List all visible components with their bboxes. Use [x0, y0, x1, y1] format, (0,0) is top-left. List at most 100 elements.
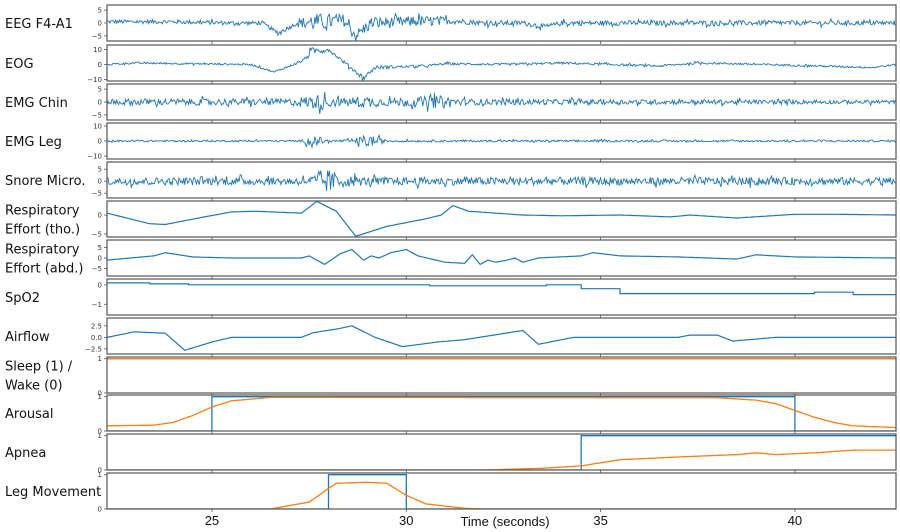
y-tick-label: 0	[98, 20, 102, 28]
x-tick-label: 40	[788, 513, 802, 528]
y-tick-label: 0	[98, 255, 102, 263]
panel-label: Arousal	[5, 407, 54, 422]
panel-frame	[106, 4, 897, 42]
panel-label-line: Wake (0)	[5, 379, 63, 394]
panel-label-line: Sleep (1) /	[5, 360, 73, 375]
panel-emg-leg: EMG Leg 10 0 −10	[5, 122, 897, 162]
y-tick-label: −5	[92, 190, 102, 198]
plot-area	[107, 133, 896, 149]
plot-area	[107, 201, 896, 237]
x-tick-label: 35	[593, 513, 607, 528]
panel-eeg-f4-a1: EEG F4-A1 5 0 −5	[5, 4, 897, 44]
y-tick-label: −5	[92, 265, 102, 273]
panel-label-line: Effort (tho.)	[5, 223, 80, 238]
y-tick-label: −5	[92, 111, 102, 119]
x-axis-label: Time (seconds)	[460, 514, 549, 529]
ground-truth-line	[107, 435, 896, 470]
y-tick-label: 1	[98, 432, 102, 440]
ground-truth-line	[107, 396, 896, 431]
y-tick-label: 1	[98, 393, 102, 401]
panel-frame	[106, 317, 897, 355]
plot-area	[107, 474, 896, 509]
panel-label: Respiratory Effort (tho.)	[5, 204, 80, 238]
x-tick-label: 30	[399, 513, 413, 528]
y-tick-label: 0	[98, 178, 102, 186]
panel-label: Snore Micro.	[5, 174, 86, 189]
panel-label-line: Airflow	[5, 330, 50, 345]
y-tick-label: −1	[92, 301, 102, 309]
panel-label-line: Leg Movement	[5, 485, 101, 500]
prediction-line	[107, 481, 896, 509]
y-tick-label: 1	[98, 355, 102, 363]
signal-line	[107, 133, 896, 149]
x-axis: 25 30 35 40	[205, 513, 802, 528]
panel-label-line: Respiratory	[5, 204, 80, 219]
y-tick-label: −10	[87, 153, 102, 161]
panel-label: SpO2	[5, 291, 40, 306]
y-tick-label: 5	[98, 166, 102, 174]
plot-area	[107, 12, 896, 41]
panel-label-line: SpO2	[5, 291, 40, 306]
y-tick-label: −2.5	[85, 345, 102, 353]
y-tick-label: 0	[98, 467, 102, 475]
y-tick-label: −5	[92, 230, 102, 238]
panel-frame	[106, 239, 897, 277]
signal-line	[107, 325, 896, 351]
signal-line	[107, 47, 896, 81]
panel-frame	[106, 200, 897, 238]
y-tick-label: 10	[93, 123, 102, 131]
signal-line	[107, 91, 896, 114]
signal-line	[107, 12, 896, 41]
panel-sleep-1-wake-0-: Sleep (1) / Wake (0)10	[5, 355, 897, 398]
x-tick-label: 25	[205, 513, 219, 528]
signal-line	[107, 170, 896, 191]
signal-line	[107, 282, 896, 296]
panel-frame	[106, 44, 897, 82]
panel-frame	[106, 472, 897, 510]
panel-frame	[106, 278, 897, 316]
panel-label: EOG	[5, 57, 34, 72]
plot-area	[107, 435, 896, 470]
y-tick-label: 1	[98, 471, 102, 479]
signal-line	[107, 248, 896, 265]
y-tick-label: 2.5	[91, 322, 102, 330]
y-tick-label: −10	[87, 76, 102, 84]
plot-area	[107, 396, 896, 431]
panel-label-line: EOG	[5, 57, 34, 72]
y-tick-label: 0	[98, 390, 102, 398]
panel-label-line: EMG Chin	[5, 96, 68, 111]
panel-eog: EOG 10 0 −10	[5, 44, 897, 84]
panel-snore-micro-: Snore Micro. 5 0 −5	[5, 161, 897, 201]
panel-label-line: EEG F4-A1	[5, 17, 73, 32]
plot-area	[107, 282, 896, 296]
panel-label-line: EMG Leg	[5, 135, 62, 150]
y-tick-label: 0	[98, 99, 102, 107]
panel-label: Sleep (1) / Wake (0)	[5, 360, 73, 394]
panel-label-line: Apnea	[5, 446, 46, 461]
prediction-line	[107, 396, 896, 429]
y-tick-label: −5	[92, 32, 102, 40]
panel-frame	[106, 161, 897, 199]
panel-label-line: Arousal	[5, 407, 54, 422]
y-tick-label: 0	[98, 281, 102, 289]
y-tick-label: 5	[98, 244, 102, 252]
panel-frame	[106, 356, 897, 394]
panel-label: EMG Leg	[5, 135, 62, 150]
panel-label: EMG Chin	[5, 96, 68, 111]
panel-frame	[106, 122, 897, 160]
y-tick-label: 0	[98, 506, 102, 514]
y-tick-label: 10	[93, 46, 102, 54]
panel-respiratory-effort-tho-: Respiratory Effort (tho.) 0 −5	[5, 200, 897, 240]
panel-label-line: Respiratory	[5, 243, 80, 258]
panel-label-line: Snore Micro.	[5, 174, 86, 189]
plot-area	[107, 248, 896, 265]
panel-apnea: Apnea 1 0	[5, 432, 897, 475]
panel-label: Airflow	[5, 330, 50, 345]
panel-label: Respiratory Effort (abd.)	[5, 243, 83, 277]
panel-respiratory-effort-abd-: Respiratory Effort (abd.) 5 0 −5	[5, 239, 897, 279]
y-tick-label: 0	[98, 138, 102, 146]
panel-frame	[106, 394, 897, 432]
prediction-line	[107, 449, 896, 470]
plot-area	[107, 170, 896, 191]
